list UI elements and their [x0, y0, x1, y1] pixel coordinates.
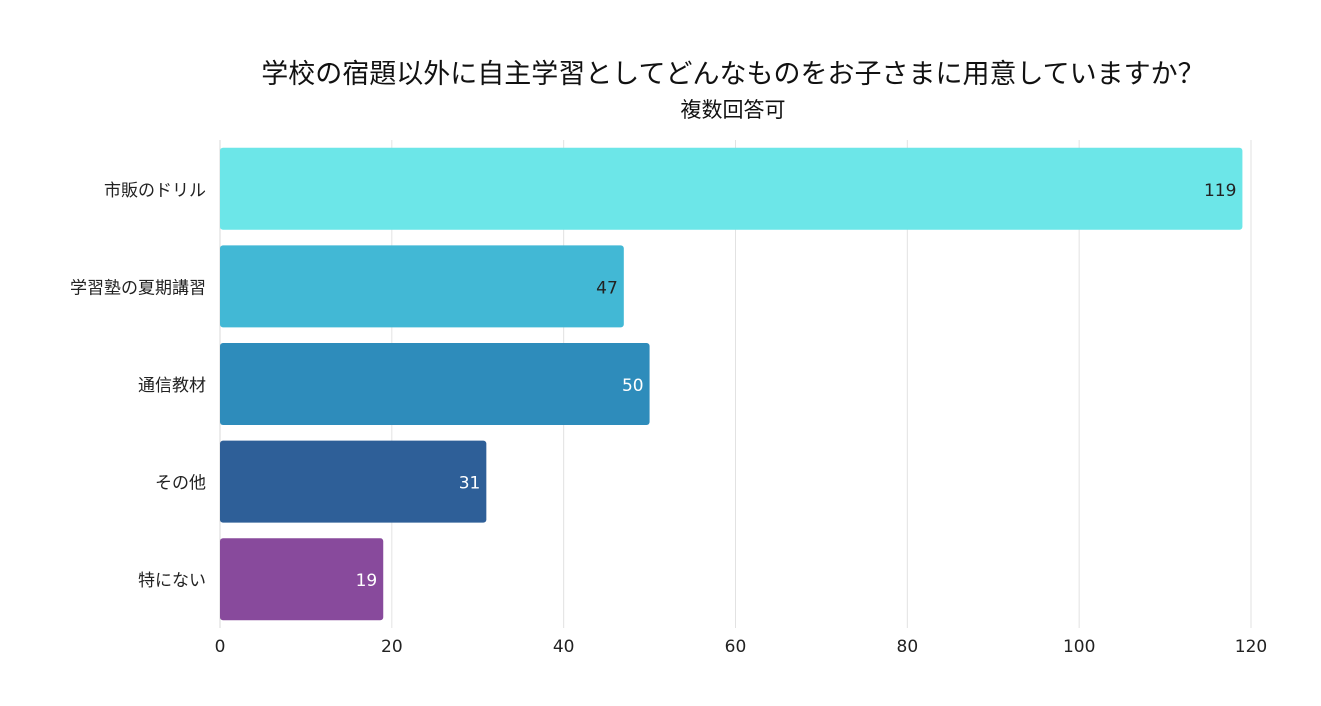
value-label-2: 50 [622, 376, 644, 396]
value-label-0: 119 [1204, 181, 1236, 201]
x-tick-label-5: 100 [1063, 637, 1095, 657]
value-label-4: 19 [356, 571, 378, 591]
x-tick-label-4: 80 [897, 637, 919, 657]
x-tick-label-2: 40 [553, 637, 575, 657]
x-tick-label-6: 120 [1235, 637, 1267, 657]
category-label-0: 市販のドリル [104, 181, 206, 201]
category-label-4: 特にない [138, 571, 206, 591]
category-label-3: その他 [155, 474, 206, 494]
chart-title: 学校の宿題以外に自主学習としてどんなものをお子さまに用意していますか？ [261, 59, 1205, 90]
bar-3 [220, 440, 487, 523]
bar-0 [220, 147, 1243, 230]
bar-2 [220, 343, 650, 425]
x-tick-label-3: 60 [725, 637, 747, 657]
x-tick-label-0: 0 [215, 637, 226, 657]
bar-4 [220, 538, 384, 621]
x-tick-label-1: 20 [381, 637, 403, 657]
value-label-1: 47 [596, 278, 618, 298]
category-label-2: 通信教材 [138, 376, 206, 396]
value-label-3: 31 [459, 474, 481, 494]
chart-subtitle: 複数回答可 [680, 98, 786, 122]
bar-1 [220, 245, 624, 328]
category-label-1: 学習塾の夏期講習 [70, 277, 206, 298]
